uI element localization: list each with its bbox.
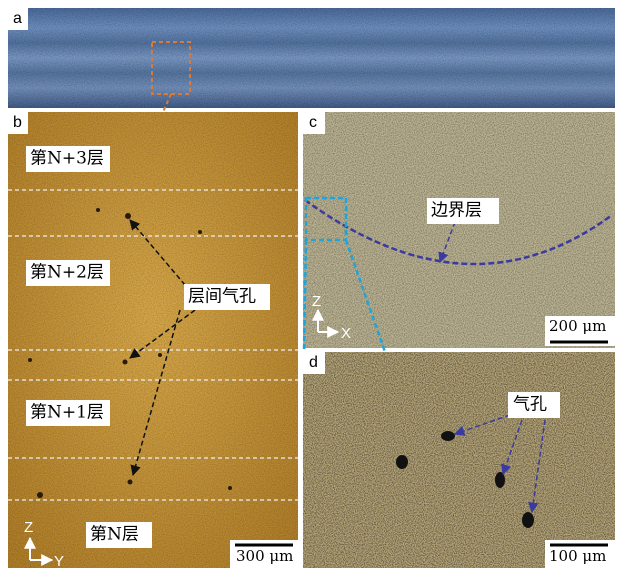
panel-label: a: [13, 10, 22, 27]
figure: a b 第N+3层 第N+2层 第N+1层 第N层 层间气孔 300 μm Z …: [0, 0, 623, 573]
scale-bar-label: 300 μm: [236, 547, 293, 565]
panel-label: d: [309, 354, 318, 371]
panel-d: d 气孔 100 μm: [303, 352, 615, 568]
annotation: 气孔: [513, 395, 547, 415]
scale-bar-label: 100 μm: [549, 547, 606, 565]
panel-label: b: [13, 114, 22, 131]
panel-c: c 边界层 200 μm Z X: [303, 112, 615, 352]
scale-bar-label: 200 μm: [549, 317, 606, 335]
axis-label: Z: [312, 293, 321, 310]
panel-a: a: [8, 8, 615, 112]
layer-label: 第N层: [90, 525, 139, 545]
axis-label: Z: [24, 519, 33, 536]
panel-label: c: [309, 114, 317, 131]
axis-label: X: [341, 325, 351, 342]
layer-label: 第N+3层: [30, 149, 104, 169]
panel-b: b 第N+3层 第N+2层 第N+1层 第N层 层间气孔 300 μm Z Y: [8, 112, 298, 570]
layer-label: 第N+2层: [30, 263, 104, 283]
layer-label: 第N+1层: [30, 403, 104, 423]
annotation: 层间气孔: [188, 287, 256, 307]
annotation: 边界层: [431, 201, 482, 221]
axis-label: Y: [54, 553, 64, 570]
